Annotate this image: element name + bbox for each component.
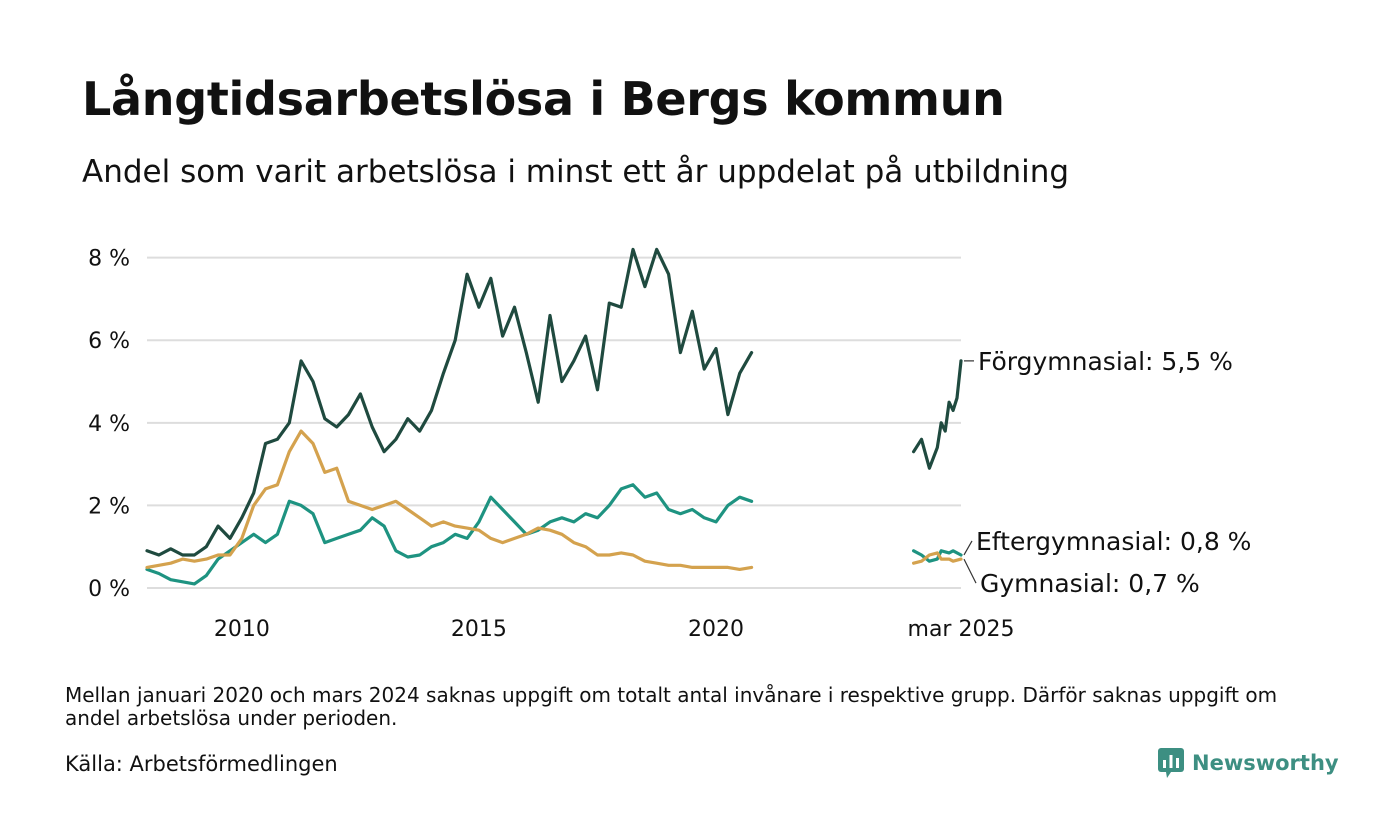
series-end-label: Förgymnasial: 5,5 % bbox=[978, 347, 1233, 376]
x-tick-label: mar 2025 bbox=[908, 617, 1015, 642]
newsworthy-logo-icon bbox=[1158, 748, 1184, 778]
series-line-gymnasial bbox=[145, 429, 754, 572]
x-tick-label: 2020 bbox=[688, 617, 744, 642]
brand-logo: Newsworthy bbox=[1158, 746, 1339, 780]
series-end-label: Eftergymnasial: 0,8 % bbox=[976, 527, 1251, 556]
series-line-förgymnasial bbox=[911, 359, 963, 470]
source-note: Källa: Arbetsförmedlingen bbox=[65, 752, 338, 776]
y-tick-label: 0 % bbox=[88, 577, 130, 602]
x-tick-label: 2010 bbox=[214, 617, 270, 642]
series-line-eftergymnasial bbox=[145, 483, 754, 586]
chart-subtitle: Andel som varit arbetslösa i minst ett å… bbox=[82, 154, 1070, 190]
y-tick-label: 6 % bbox=[88, 329, 130, 354]
x-tick-label: 2015 bbox=[451, 617, 507, 642]
label-leader-line bbox=[963, 540, 973, 556]
brand-name: Newsworthy bbox=[1192, 751, 1339, 775]
footnote: Mellan januari 2020 och mars 2024 saknas… bbox=[65, 683, 1278, 730]
y-tick-label: 2 % bbox=[88, 494, 130, 519]
series-line-förgymnasial bbox=[145, 247, 754, 557]
chart-title: Långtidsarbetslösa i Bergs kommun bbox=[82, 72, 1005, 126]
y-tick-label: 4 % bbox=[88, 412, 130, 437]
label-leader-line bbox=[963, 558, 977, 584]
y-tick-label: 8 % bbox=[88, 247, 130, 272]
series-end-label: Gymnasial: 0,7 % bbox=[980, 569, 1200, 598]
series-line-gymnasial bbox=[911, 551, 963, 565]
